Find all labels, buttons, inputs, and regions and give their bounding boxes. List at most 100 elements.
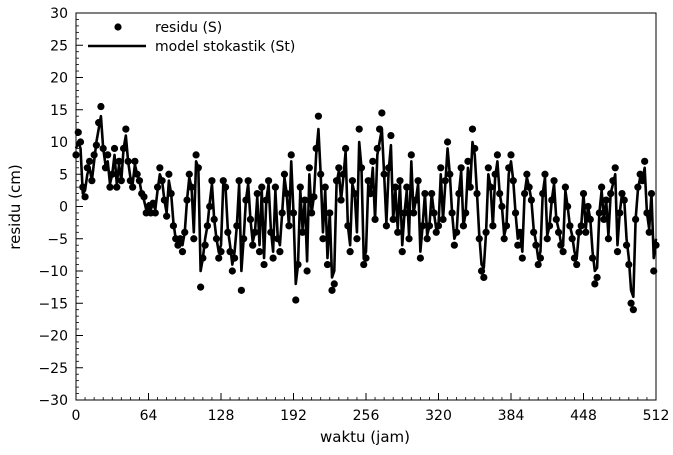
data-point-residu <box>314 112 323 120</box>
y-tick-label: −10 <box>38 264 68 280</box>
data-point-residu <box>573 260 581 269</box>
data-point-residu <box>294 260 302 269</box>
data-point-residu <box>190 235 198 243</box>
data-point-residu <box>548 196 556 204</box>
data-point-residu <box>453 228 461 236</box>
data-point-residu <box>201 241 209 249</box>
data-point-residu <box>97 102 105 111</box>
data-point-residu <box>600 215 608 223</box>
data-point-residu <box>414 177 422 185</box>
data-point-residu <box>518 254 526 262</box>
data-point-residu <box>156 164 164 172</box>
data-point-residu <box>380 170 388 178</box>
data-point-residu <box>210 215 218 223</box>
data-point-residu <box>409 209 418 217</box>
data-point-residu <box>326 209 334 217</box>
data-point-residu <box>169 222 178 230</box>
data-point-residu <box>541 170 549 178</box>
data-point-residu <box>217 248 225 256</box>
data-point-residu <box>443 138 452 146</box>
data-point-residu <box>400 209 409 217</box>
data-point-residu <box>283 190 291 198</box>
data-point-residu <box>448 209 456 217</box>
data-point-residu <box>92 141 100 149</box>
x-tick-label: 0 <box>72 408 81 424</box>
data-point-residu <box>466 183 474 191</box>
data-point-residu <box>124 157 132 165</box>
data-point-residu <box>482 228 490 236</box>
data-point-residu <box>385 164 393 172</box>
data-point-residu <box>439 215 447 223</box>
data-point-residu <box>625 260 633 269</box>
data-point-residu <box>375 125 384 133</box>
data-point-residu <box>151 209 159 217</box>
data-point-residu <box>419 222 427 230</box>
data-point-residu <box>636 170 644 178</box>
data-point-residu <box>502 222 511 230</box>
data-point-residu <box>278 209 286 217</box>
data-point-residu <box>505 164 513 172</box>
data-point-residu <box>163 212 171 220</box>
data-point-residu <box>491 170 499 178</box>
data-point-residu <box>226 248 234 256</box>
data-point-residu <box>113 183 121 191</box>
data-point-residu <box>489 222 497 230</box>
data-point-residu <box>219 177 227 185</box>
x-tick-label: 128 <box>208 408 235 424</box>
data-point-residu <box>197 283 205 291</box>
data-point-residu <box>507 151 515 159</box>
data-point-residu <box>90 151 98 159</box>
data-point-residu <box>511 209 520 217</box>
data-point-residu <box>520 190 529 198</box>
data-point-residu <box>233 222 241 230</box>
data-point-residu <box>407 151 415 159</box>
data-point-residu <box>104 151 112 159</box>
data-point-residu <box>423 235 431 243</box>
data-point-residu <box>267 228 275 236</box>
data-point-residu <box>346 248 354 256</box>
data-point-residu <box>591 280 599 288</box>
data-point-residu <box>618 190 626 198</box>
data-point-residu <box>221 183 230 191</box>
data-point-residu <box>287 151 295 159</box>
y-tick-label: 30 <box>50 6 68 22</box>
data-point-residu <box>303 267 311 275</box>
data-point-residu <box>106 183 114 191</box>
data-point-residu <box>468 125 477 133</box>
data-point-residu <box>305 164 313 172</box>
data-point-residu <box>425 222 434 230</box>
data-point-residu <box>428 190 436 198</box>
x-tick-label: 64 <box>140 408 158 424</box>
data-point-residu <box>119 144 128 153</box>
data-point-residu <box>160 196 168 204</box>
data-point-residu <box>471 144 479 153</box>
data-point-residu <box>203 222 212 230</box>
data-point-residu <box>292 296 300 304</box>
data-point-residu <box>117 177 125 185</box>
data-point-residu <box>133 170 141 178</box>
data-point-residu <box>398 248 406 256</box>
data-point-residu <box>339 170 347 178</box>
data-point-residu <box>604 235 613 243</box>
data-point-residu <box>176 235 184 243</box>
data-point-residu <box>208 177 216 185</box>
data-point-residu <box>323 260 332 269</box>
data-point-residu <box>539 190 547 198</box>
data-point-residu <box>561 183 569 191</box>
data-point-residu <box>230 254 239 262</box>
data-point-residu <box>552 215 560 223</box>
data-point-residu <box>523 170 531 178</box>
data-point-residu <box>95 119 103 127</box>
data-point-residu <box>355 125 363 133</box>
data-point-residu <box>280 170 289 178</box>
data-point-residu <box>536 254 545 262</box>
data-point-residu <box>192 151 200 159</box>
data-point-residu <box>641 157 649 165</box>
data-point-residu <box>484 164 492 172</box>
data-point-residu <box>212 235 221 243</box>
data-point-residu <box>158 177 166 185</box>
data-point-residu <box>613 248 622 256</box>
data-point-residu <box>530 228 538 236</box>
data-point-residu <box>643 209 651 217</box>
data-point-residu <box>464 157 472 165</box>
